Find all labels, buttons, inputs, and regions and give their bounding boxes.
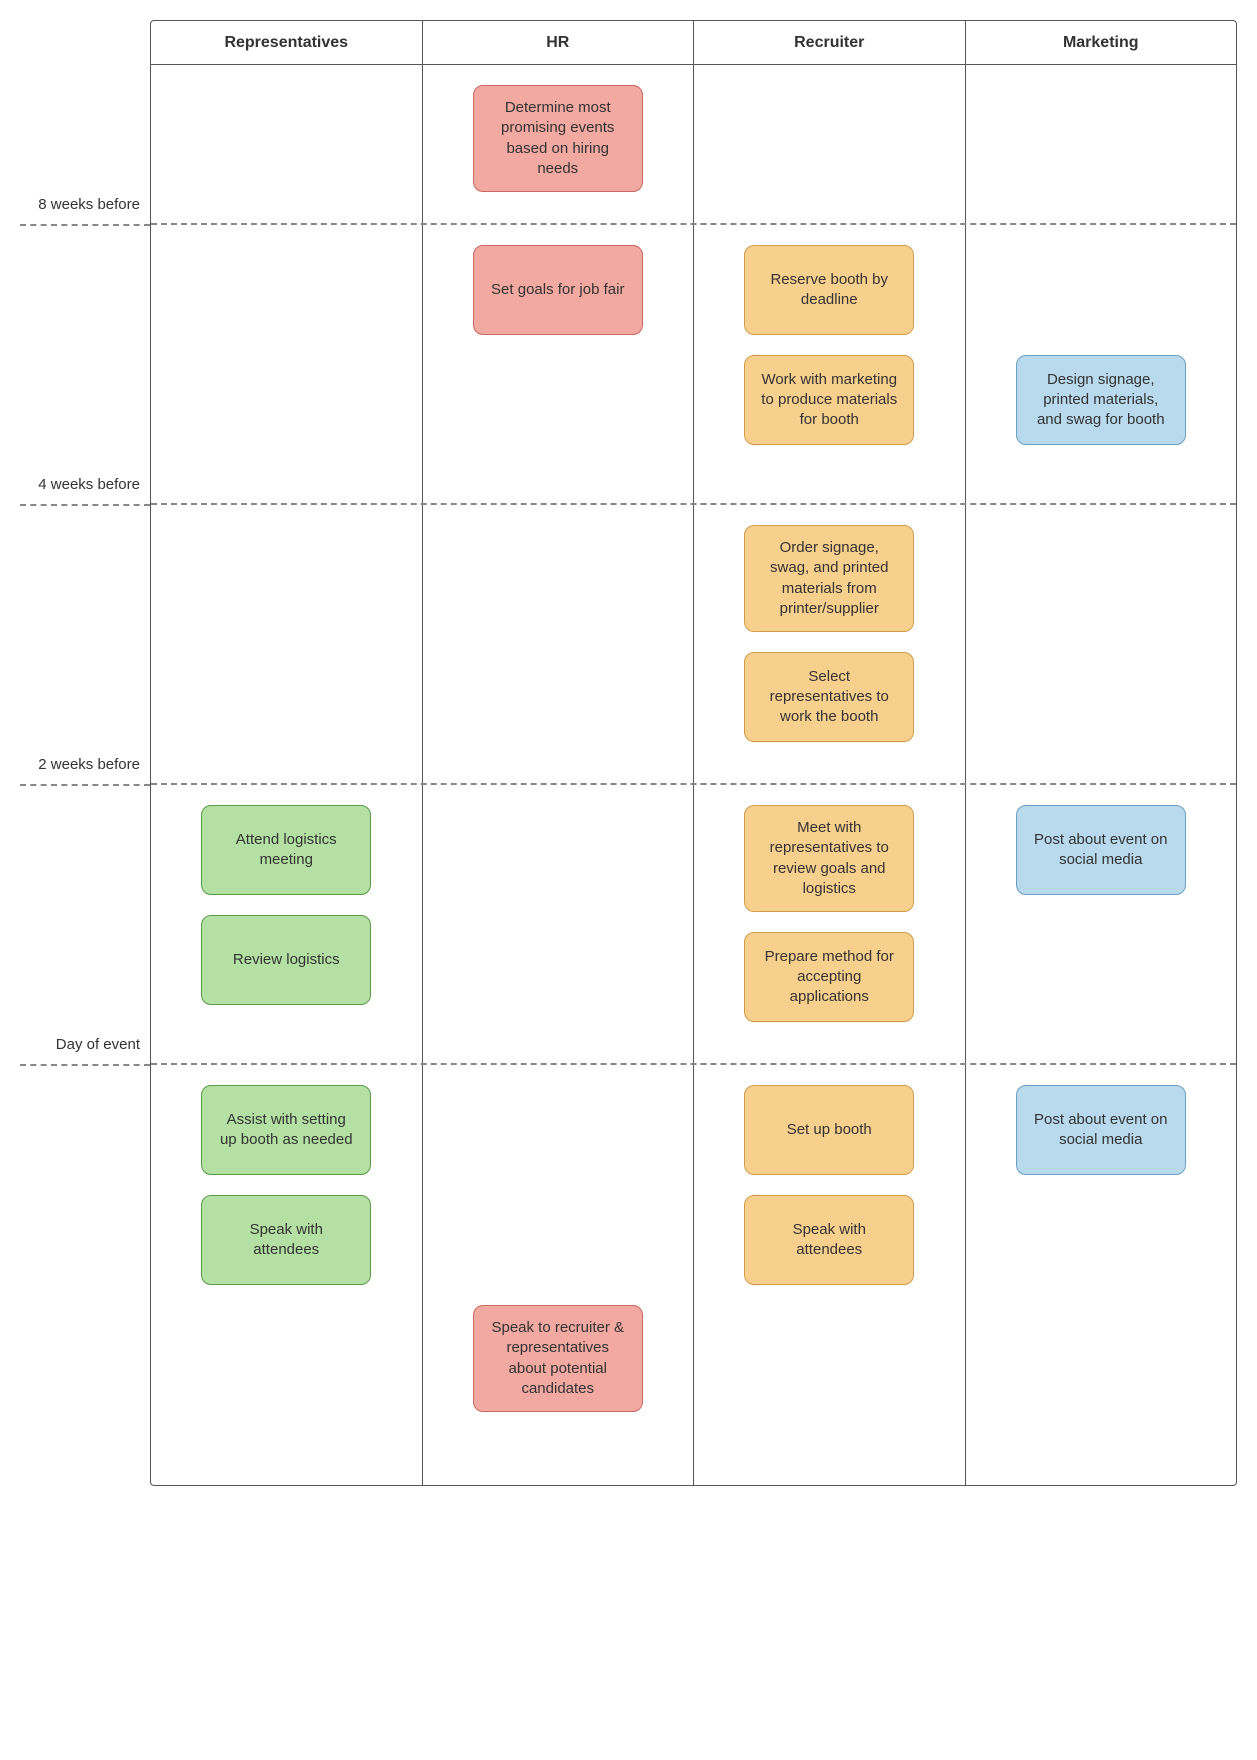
task-box: Meet with representatives to review goal…: [744, 805, 914, 912]
task-box: Post about event on social media: [1016, 805, 1186, 895]
phase-labels-column: 8 weeks before4 weeks before2 weeks befo…: [20, 20, 150, 1486]
phase-label-4w: 4 weeks before: [20, 225, 150, 505]
task-box: Speak with attendees: [201, 1195, 371, 1285]
task-box: Prepare method for accepting application…: [744, 932, 914, 1022]
cell-4w-reps: [151, 225, 423, 503]
task-box: Select representatives to work the booth: [744, 652, 914, 742]
task-box: Determine most promising events based on…: [473, 85, 643, 192]
task-box: Set goals for job fair: [473, 245, 643, 335]
phase-label-8w: 8 weeks before: [20, 65, 150, 225]
phase-row-8w: Determine most promising events based on…: [151, 65, 1236, 225]
task-box: Speak to recruiter & representatives abo…: [473, 1305, 643, 1412]
task-box: Post about event on social media: [1016, 1085, 1186, 1175]
phase-row-during: Assist with setting up booth as needed Sp…: [151, 1065, 1236, 1485]
cell-4w-hr: Set goals for job fair: [423, 225, 695, 503]
cell-8w-recruiter: [694, 65, 966, 223]
phase-row-2w: Order signage, swag, and printed materia…: [151, 505, 1236, 785]
lane-header-row: Representatives HR Recruiter Marketing: [151, 21, 1236, 65]
lane-header-hr: HR: [423, 21, 695, 64]
cell-day-hr: [423, 785, 695, 1063]
cell-day-reps: Attend logistics meeting Review logistics: [151, 785, 423, 1063]
cell-8w-hr: Determine most promising events based on…: [423, 65, 695, 223]
swimlane-grid: Representatives HR Recruiter Marketing D…: [150, 20, 1237, 1486]
task-box: Order signage, swag, and printed materia…: [744, 525, 914, 632]
cell-day-recruiter: Meet with representatives to review goal…: [694, 785, 966, 1063]
header-spacer: [20, 20, 150, 65]
cell-during-recruiter: Set up booth Speak with attendees: [694, 1065, 966, 1485]
phase-row-4w: Set goals for job fair Reserve booth by d…: [151, 225, 1236, 505]
task-box: Work with marketing to produce materials…: [744, 355, 914, 445]
task-box: Design signage, printed materials, and s…: [1016, 355, 1186, 445]
cell-during-marketing: Post about event on social media: [966, 1065, 1237, 1485]
cell-during-hr: Speak to recruiter & representatives abo…: [423, 1065, 695, 1485]
cell-8w-reps: [151, 65, 423, 223]
swimlane-diagram: 8 weeks before4 weeks before2 weeks befo…: [20, 20, 1237, 1486]
phase-row-day: Attend logistics meeting Review logistics…: [151, 785, 1236, 1065]
cell-4w-recruiter: Reserve booth by deadline Work with marke…: [694, 225, 966, 503]
task-box: Assist with setting up booth as needed: [201, 1085, 371, 1175]
phase-label-2w: 2 weeks before: [20, 505, 150, 785]
phase-label-day: Day of event: [20, 785, 150, 1065]
swimlane-body: Determine most promising events based on…: [151, 65, 1236, 1485]
lane-header-recruiter: Recruiter: [694, 21, 966, 64]
lane-header-reps: Representatives: [151, 21, 423, 64]
lane-header-marketing: Marketing: [966, 21, 1237, 64]
task-box: Speak with attendees: [744, 1195, 914, 1285]
task-box: Attend logistics meeting: [201, 805, 371, 895]
cell-during-reps: Assist with setting up booth as needed Sp…: [151, 1065, 423, 1485]
cell-4w-marketing: Design signage, printed materials, and s…: [966, 225, 1237, 503]
task-box: Set up booth: [744, 1085, 914, 1175]
cell-2w-hr: [423, 505, 695, 783]
task-box: Reserve booth by deadline: [744, 245, 914, 335]
cell-8w-marketing: [966, 65, 1237, 223]
cell-2w-marketing: [966, 505, 1237, 783]
cell-day-marketing: Post about event on social media: [966, 785, 1237, 1063]
cell-2w-recruiter: Order signage, swag, and printed materia…: [694, 505, 966, 783]
phase-label-during: [20, 1065, 150, 1485]
task-box: Review logistics: [201, 915, 371, 1005]
cell-2w-reps: [151, 505, 423, 783]
